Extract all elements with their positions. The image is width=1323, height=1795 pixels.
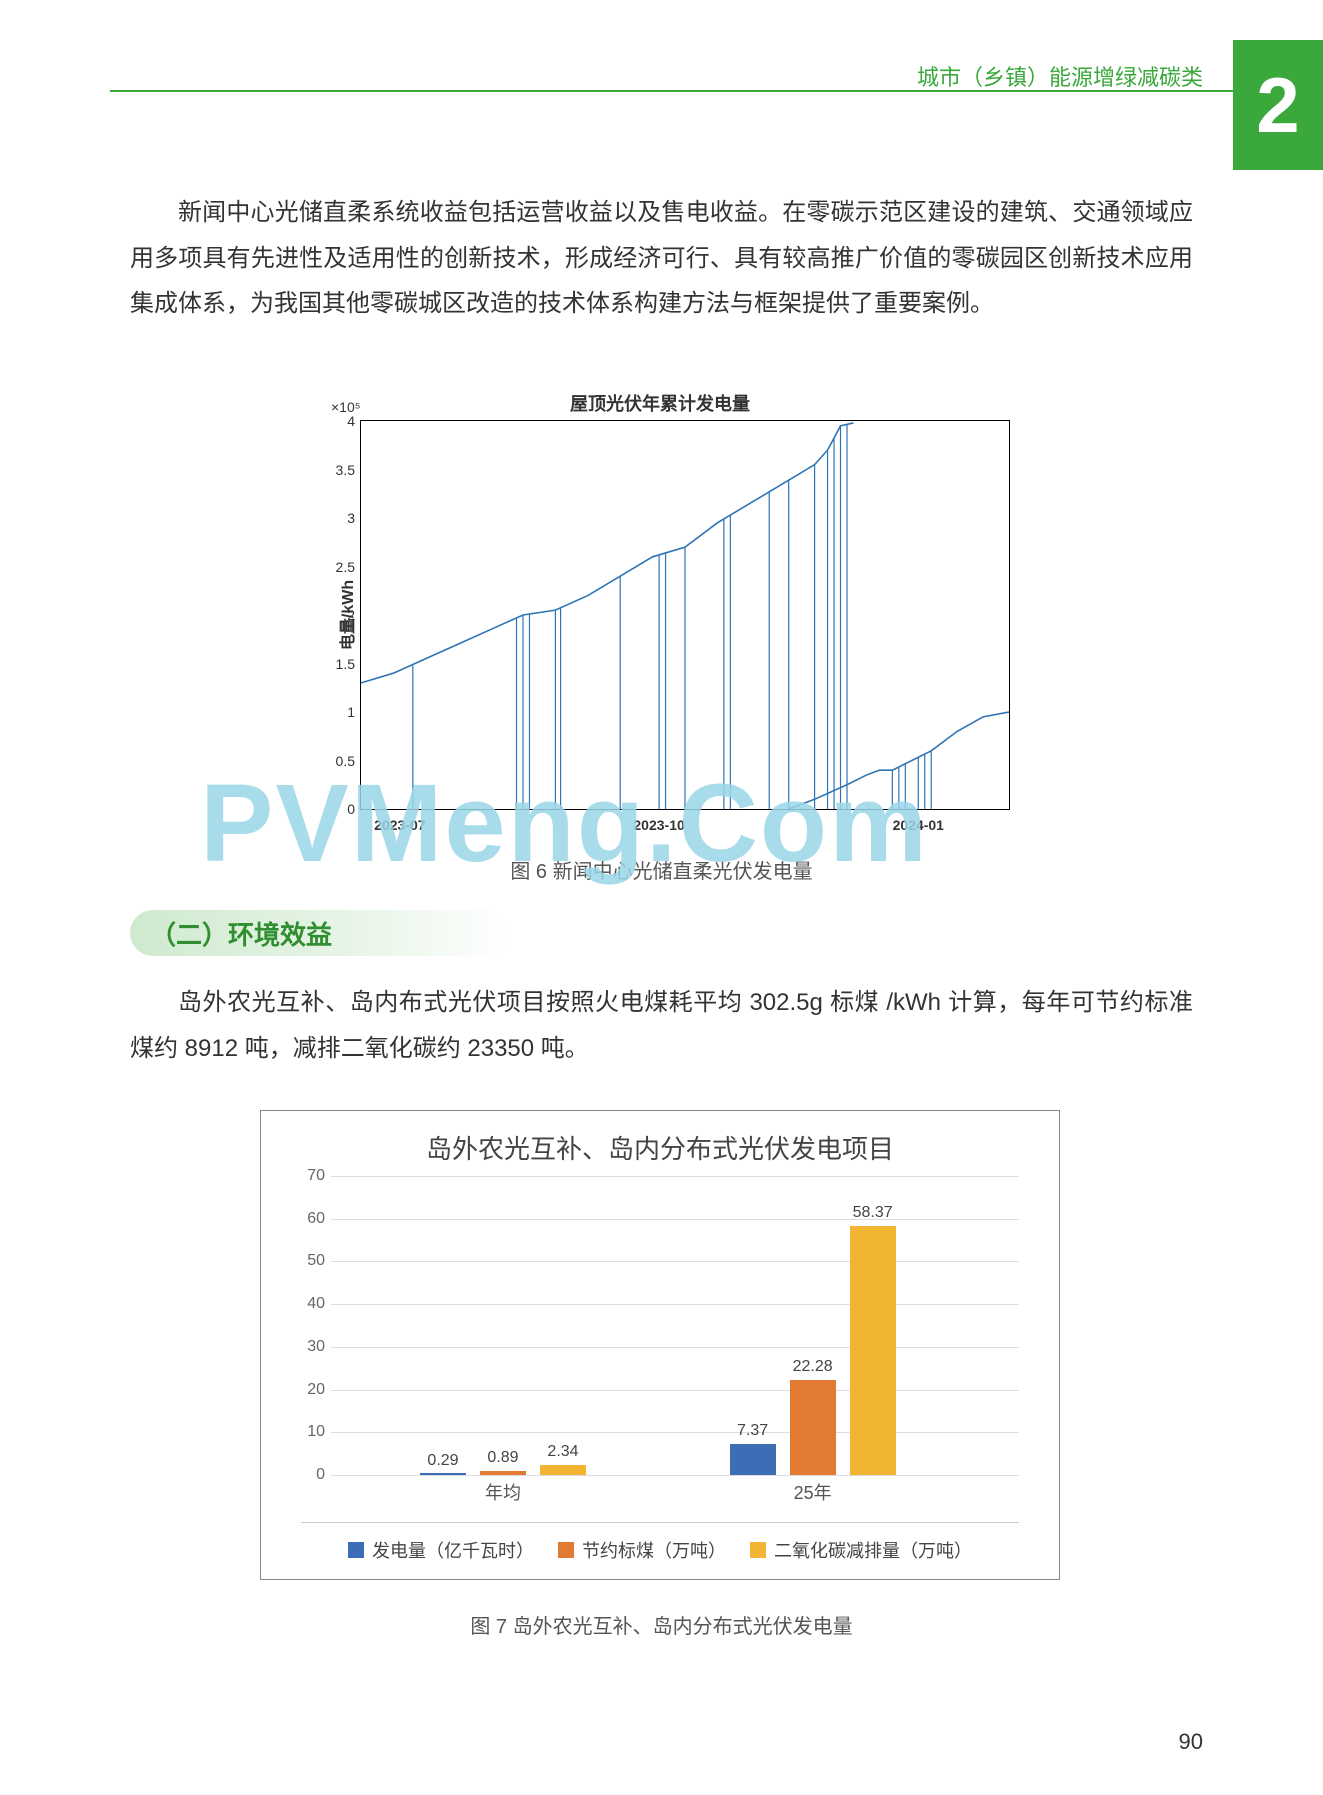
line-chart-ytick: 1 (321, 704, 355, 720)
line-chart-xtick: 2024-01 (893, 817, 944, 833)
bar-chart-ytick: 10 (291, 1423, 325, 1441)
bar-chart-ytick: 70 (291, 1167, 325, 1185)
bar-chart-ytick: 30 (291, 1338, 325, 1356)
legend-swatch (558, 1542, 574, 1558)
bar-chart-legend-item: 发电量（亿千瓦时） (348, 1537, 534, 1563)
bar-chart-gridline (331, 1261, 1019, 1262)
bar-chart-gridline (331, 1347, 1019, 1348)
line-chart-xtick: 2023-07 (374, 817, 425, 833)
bar-chart-ytick: 20 (291, 1381, 325, 1399)
bar-chart-category-label: 年均 (485, 1479, 521, 1505)
bar-chart-bar (730, 1444, 776, 1475)
bar-chart-bar (850, 1226, 896, 1475)
line-chart-title: 屋顶光伏年累计发电量 (300, 390, 1020, 416)
line-chart-plot: 电量/kWh ×10⁵ 00.511.522.533.542023-072023… (360, 420, 1010, 810)
line-chart-ytick: 3 (321, 510, 355, 526)
line-chart-ytick: 1.5 (321, 656, 355, 672)
line-chart-xtick: 2023-10 (633, 817, 684, 833)
bar-chart-bar-label: 2.34 (547, 1443, 578, 1461)
bar-chart-figure7: 岛外农光互补、岛内分布式光伏发电项目 0 10 20 30 40 50 60 70 0.29 0.… (260, 1110, 1060, 1580)
bar-chart-legend-item: 节约标煤（万吨） (558, 1537, 726, 1563)
legend-label: 二氧化碳减排量（万吨） (774, 1537, 972, 1563)
figure6-caption: 图 6 新闻中心光储直柔光伏发电量 (0, 855, 1323, 884)
bar-chart-ytick: 0 (291, 1466, 325, 1484)
bar-chart-legend: 发电量（亿千瓦时） 节约标煤（万吨） 二氧化碳减排量（万吨） (301, 1522, 1019, 1563)
bar-chart-bar (790, 1380, 836, 1475)
bar-chart-gridline (331, 1176, 1019, 1177)
page-header: 城市（乡镇）能源增绿减碳类 2 (0, 40, 1323, 150)
line-chart-ytick: 2 (321, 607, 355, 623)
section-2-heading: （二）环境效益 (130, 910, 510, 956)
bar-chart-legend-item: 二氧化碳减排量（万吨） (750, 1537, 972, 1563)
bar-chart-gridline (331, 1304, 1019, 1305)
bar-chart-ytick: 40 (291, 1295, 325, 1313)
legend-label: 节约标煤（万吨） (582, 1537, 726, 1563)
legend-label: 发电量（亿千瓦时） (372, 1537, 534, 1563)
bar-chart-bar-label: 0.29 (427, 1452, 458, 1470)
bar-chart-category-label: 25年 (794, 1479, 832, 1505)
line-chart-ytick: 3.5 (321, 462, 355, 478)
bar-chart-bar-label: 58.37 (853, 1204, 893, 1222)
chapter-tab: 2 (1233, 40, 1323, 170)
bar-chart-bar (480, 1471, 526, 1475)
page-number: 90 (1179, 1729, 1203, 1755)
line-chart-figure6: 屋顶光伏年累计发电量 电量/kWh ×10⁵ 00.511.522.533.54… (300, 390, 1020, 850)
line-chart-svg (361, 421, 1009, 809)
bar-chart-gridline (331, 1475, 1019, 1476)
bar-chart-gridline (331, 1432, 1019, 1433)
line-chart-ytick: 4 (321, 413, 355, 429)
bar-chart-bar-label: 7.37 (737, 1422, 768, 1440)
figure7-caption: 图 7 岛外农光互补、岛内分布式光伏发电量 (0, 1610, 1323, 1639)
bar-chart-title: 岛外农光互补、岛内分布式光伏发电项目 (261, 1111, 1059, 1176)
bar-chart-bar-label: 0.89 (487, 1449, 518, 1467)
bar-chart-ytick: 60 (291, 1210, 325, 1228)
line-chart-ytick: 2.5 (321, 559, 355, 575)
bar-chart-plot: 0102030405060700.290.892.34年均7.3722.2858… (331, 1176, 1019, 1476)
header-category: 城市（乡镇）能源增绿减碳类 (917, 60, 1203, 92)
bar-chart-bar (540, 1465, 586, 1475)
paragraph-2: 岛外农光互补、岛内布式光伏项目按照火电煤耗平均 302.5g 标煤 /kWh 计… (130, 980, 1193, 1071)
line-chart-ytick: 0.5 (321, 753, 355, 769)
paragraph-1: 新闻中心光储直柔系统收益包括运营收益以及售电收益。在零碳示范区建设的建筑、交通领… (130, 190, 1193, 327)
bar-chart-bar-label: 22.28 (793, 1358, 833, 1376)
bar-chart-gridline (331, 1390, 1019, 1391)
legend-swatch (348, 1542, 364, 1558)
line-chart-ytick: 0 (321, 801, 355, 817)
legend-swatch (750, 1542, 766, 1558)
bar-chart-ytick: 50 (291, 1252, 325, 1270)
bar-chart-gridline (331, 1219, 1019, 1220)
bar-chart-bar (420, 1473, 466, 1475)
